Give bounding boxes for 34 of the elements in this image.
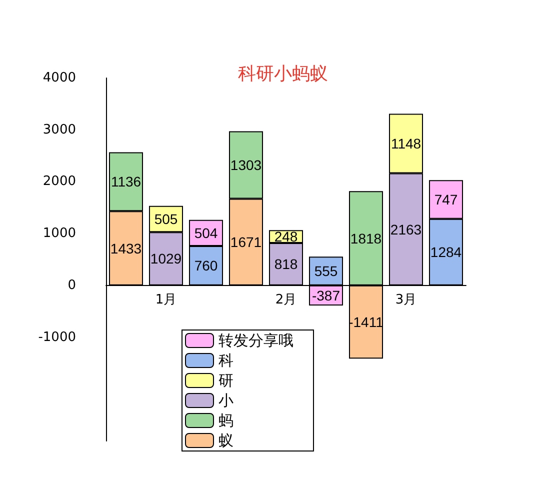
legend-label: 研 — [218, 372, 234, 390]
legend-label: 小 — [218, 392, 234, 410]
data-label: -1411 — [348, 314, 384, 330]
x-tick-label: 3月 — [395, 292, 417, 308]
y-tick-label: 1000 — [42, 226, 76, 242]
x-tick-label: 2月 — [275, 292, 297, 308]
y-tick-label: -1000 — [38, 330, 76, 345]
legend-label: 转发分享哦 — [218, 332, 294, 350]
y-tick-label: 4000 — [42, 70, 76, 86]
data-label: 555 — [314, 263, 338, 280]
data-label: 1148 — [390, 135, 422, 152]
data-label: 1433 — [110, 240, 142, 256]
chart-title: 科研小蚂蚁 — [238, 64, 328, 84]
legend-label: 蚁 — [218, 432, 234, 450]
x-tick-label: 1月 — [155, 292, 177, 308]
y-tick-label: 0 — [68, 278, 76, 293]
data-label: 1136 — [110, 174, 142, 190]
data-label: 747 — [434, 191, 458, 208]
legend-label: 科 — [218, 352, 234, 370]
data-label: 1029 — [150, 250, 182, 267]
y-tick-label: 2000 — [42, 174, 76, 190]
data-label: 760 — [194, 258, 218, 274]
data-label: 1303 — [230, 156, 262, 173]
data-label: 818 — [274, 256, 298, 272]
data-label: 248 — [274, 228, 298, 245]
data-label: 2163 — [390, 221, 422, 238]
data-label: 1818 — [350, 230, 382, 246]
data-label: 1284 — [430, 244, 462, 260]
data-label: 505 — [154, 210, 178, 227]
data-label: 504 — [194, 224, 218, 241]
data-label: 1671 — [230, 234, 262, 250]
data-label: -387 — [312, 287, 340, 304]
legend-label: 蚂 — [218, 412, 234, 430]
y-tick-label: 3000 — [42, 122, 76, 138]
